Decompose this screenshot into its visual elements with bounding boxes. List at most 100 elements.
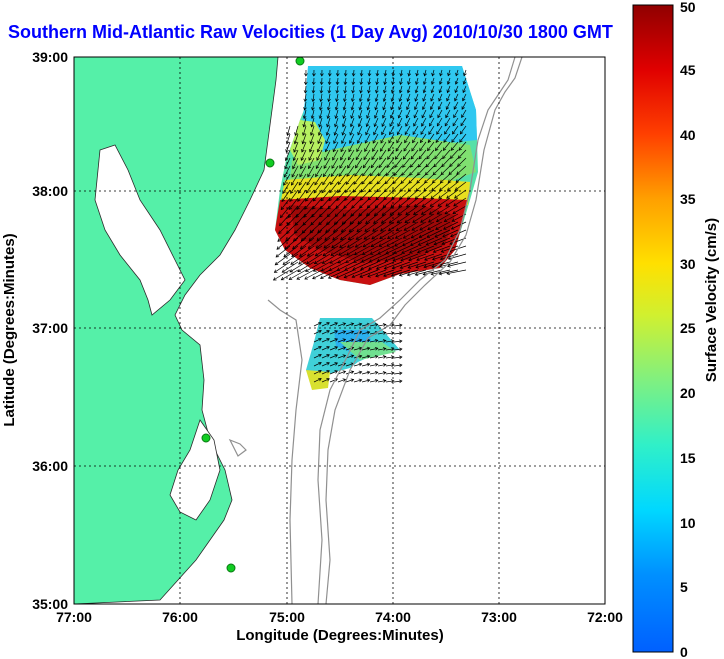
velocity-arrowhead (430, 89, 435, 94)
velocity-arrowhead (330, 173, 335, 177)
velocity-arrow (280, 197, 291, 210)
velocity-arrow (278, 221, 291, 234)
velocity-arrow (408, 173, 419, 184)
velocity-arrow (370, 245, 387, 255)
velocity-arrowhead (441, 241, 446, 246)
velocity-arrowhead (421, 123, 425, 127)
velocity-arrow (289, 261, 307, 273)
velocity-arrowhead (405, 114, 410, 119)
velocity-arrow (305, 261, 323, 272)
velocity-arrowhead (373, 131, 377, 136)
velocity-arrowhead (383, 72, 388, 77)
velocity-arrow (393, 324, 402, 327)
velocity-arrow (399, 189, 411, 200)
velocity-arrowhead (342, 370, 347, 374)
velocity-arrowhead (319, 73, 324, 77)
velocity-arrowhead (399, 347, 403, 352)
velocity-arrow (324, 149, 331, 161)
velocity-arrowhead (317, 132, 322, 136)
velocity-arrow (356, 229, 371, 240)
velocity-arrowhead (288, 206, 293, 211)
velocity-arrowhead (334, 106, 339, 111)
velocity-arrowhead (395, 227, 400, 231)
velocity-arrowhead (402, 235, 407, 239)
velocity-arrow (415, 181, 427, 192)
velocity-arrowhead (419, 227, 423, 231)
velocity-arrowhead (292, 238, 297, 242)
velocity-arrow (368, 85, 371, 93)
velocity-arrowhead (406, 272, 411, 277)
map-title: Southern Mid-Atlantic Raw Velocities (1 … (8, 22, 613, 42)
velocity-arrowhead (374, 106, 378, 111)
velocity-arrowhead (418, 234, 423, 239)
velocity-arrow (330, 165, 339, 177)
velocity-arrowhead (413, 203, 418, 208)
velocity-arrow (357, 213, 371, 225)
velocity-arrow (463, 77, 467, 85)
velocity-arrowhead (294, 132, 298, 136)
y-axis-ticks: 39:00 38:00 37:00 36:00 35:00 (32, 49, 68, 612)
velocity-arrow (325, 133, 331, 144)
velocity-arrowhead (386, 164, 390, 169)
velocity-arrow (351, 93, 355, 102)
velocity-arrow (418, 229, 435, 238)
velocity-arrowhead (435, 218, 440, 223)
velocity-arrowhead (417, 172, 421, 176)
velocity-arrow (300, 149, 307, 161)
velocity-arrow (387, 149, 395, 160)
bathymetry-contours (228, 56, 523, 605)
velocity-arrow (453, 109, 459, 118)
velocity-arrowhead (399, 72, 404, 77)
velocity-arrowhead (341, 140, 345, 145)
velocity-arrow (368, 69, 371, 76)
velocity-arrow (329, 77, 331, 85)
velocity-arrowhead (304, 73, 308, 77)
velocity-arrowhead (456, 171, 460, 175)
velocity-arrow (353, 379, 362, 383)
velocity-arrowhead (380, 148, 384, 152)
velocity-arrow (329, 253, 347, 264)
velocity-arrow (385, 173, 395, 184)
velocity-arrow (414, 101, 419, 110)
velocity-arrow (413, 117, 419, 127)
velocity-arrowhead (302, 115, 307, 120)
velocity-arrowhead (383, 266, 388, 270)
velocity-arrowhead (363, 156, 367, 161)
velocity-arrow (451, 221, 467, 230)
velocity-arrow (369, 379, 378, 383)
velocity-arrow (312, 269, 331, 280)
velocity-arrowhead (398, 98, 403, 102)
velocity-arrow (303, 205, 315, 218)
velocity-arrowhead (375, 73, 380, 77)
velocity-arrow (398, 109, 403, 119)
velocity-arrowhead (364, 228, 368, 232)
velocity-arrow (313, 362, 322, 367)
velocity-arrow (352, 181, 363, 193)
velocity-arrowhead (409, 250, 413, 254)
velocity-arrowhead (327, 98, 331, 103)
velocity-arrowhead (412, 139, 416, 144)
velocity-arrow (456, 165, 467, 175)
velocity-arrowhead (362, 172, 366, 177)
velocity-arrowhead (318, 345, 322, 350)
velocity-arrow (404, 125, 411, 135)
velocity-arrow (369, 323, 378, 327)
velocity-arrow (274, 253, 291, 266)
velocity-arrowhead (298, 261, 302, 265)
velocity-arrowhead (439, 264, 443, 268)
velocity-arrowhead (394, 243, 398, 247)
velocity-arrowhead (327, 275, 332, 279)
velocity-arrow (426, 149, 435, 160)
velocity-arrow (318, 125, 323, 136)
velocity-arrowhead (305, 198, 309, 202)
velocity-arrowhead (429, 106, 434, 111)
velocity-arrow (356, 141, 363, 152)
velocity-arrowhead (312, 276, 316, 280)
velocity-arrowhead (327, 205, 332, 210)
velocity-arrow (384, 261, 403, 270)
velocity-arrow (350, 205, 363, 217)
velocity-arrow (455, 181, 467, 191)
velocity-arrow (335, 101, 339, 110)
velocity-arrow (389, 117, 395, 127)
velocity-arrow (315, 245, 331, 257)
